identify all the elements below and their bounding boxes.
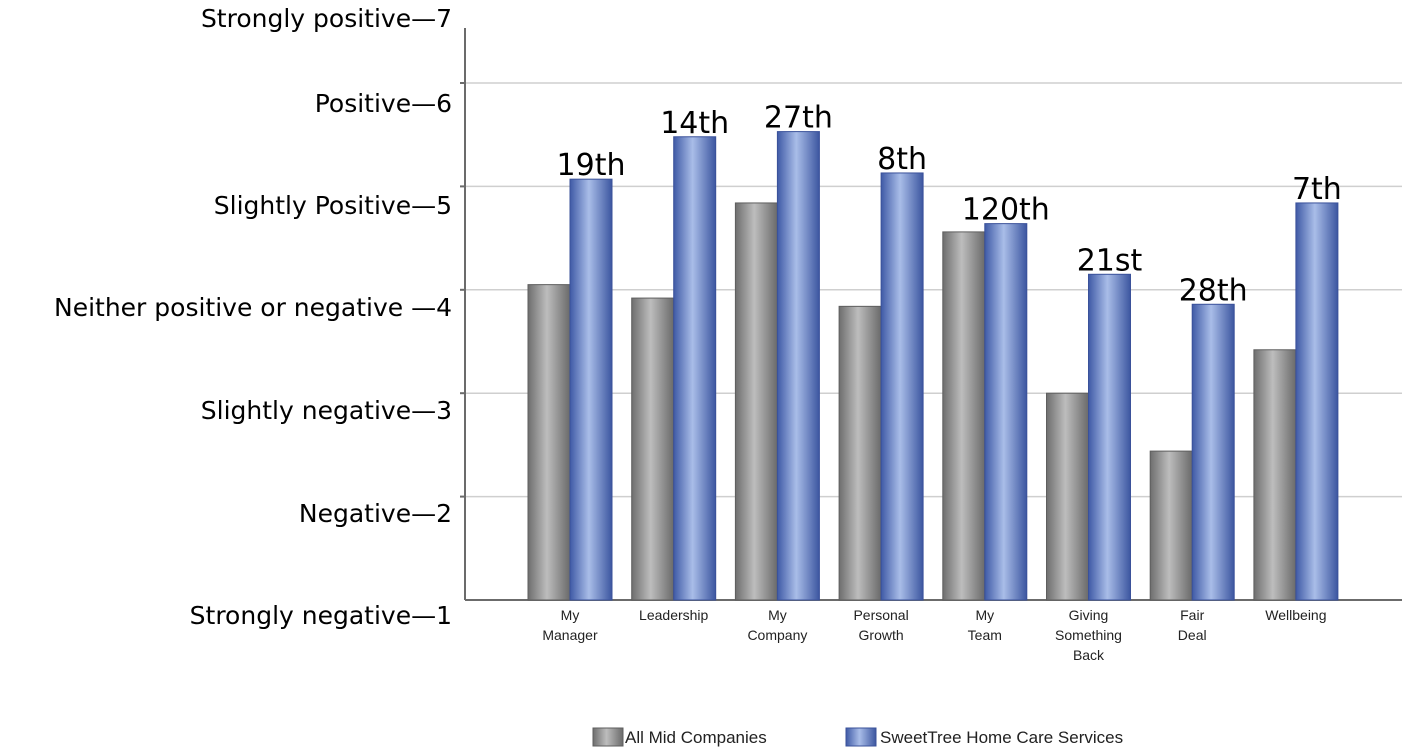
- bar: [569, 178, 613, 601]
- axes: [460, 28, 1402, 601]
- y-tick-label: Negative—2: [299, 499, 452, 528]
- category-labels: My Manager Leadership My Company Personal Grow…: [542, 607, 1326, 663]
- bar: [880, 172, 924, 601]
- y-tick-label: Strongly positive—7: [201, 4, 452, 33]
- category-label: My: [975, 607, 994, 623]
- category-label: Personal: [853, 607, 908, 623]
- rank-label: 7th: [1292, 172, 1342, 207]
- rank-label: 14th: [660, 106, 729, 141]
- bar: [1088, 273, 1131, 601]
- legend: All Mid Companies SweetTree Home Care Ser…: [592, 727, 1123, 747]
- category-label: Something: [1055, 627, 1122, 643]
- y-tick-label: Strongly negative—1: [190, 601, 452, 630]
- y-tick-label: Slightly Positive—5: [214, 191, 452, 220]
- bar: [1149, 450, 1193, 601]
- rank-labels: 19th 14th 27th 8th 120th 21st 28th 7th: [557, 101, 1342, 309]
- bar: [776, 131, 820, 601]
- category-label: Wellbeing: [1265, 607, 1326, 623]
- category-label: My: [561, 607, 580, 623]
- y-axis-tick-labels: Strongly positive—7 Positive—6 Slightly Po…: [54, 4, 452, 630]
- category-label: Company: [747, 627, 807, 643]
- bar: [838, 305, 882, 601]
- y-tick-label: Neither positive or negative —4: [54, 293, 452, 322]
- category-label: Deal: [1178, 627, 1207, 643]
- category-label: Back: [1073, 647, 1105, 663]
- category-label: Growth: [859, 627, 904, 643]
- bars: [527, 131, 1339, 601]
- bar: [734, 202, 778, 601]
- bar: [673, 136, 717, 601]
- rank-label: 120th: [962, 193, 1050, 228]
- category-label: Manager: [542, 627, 598, 643]
- rank-label: 21st: [1077, 243, 1143, 278]
- bar: [1046, 392, 1089, 601]
- gridlines: [465, 82, 1402, 498]
- category-label: Leadership: [639, 607, 708, 623]
- bar: [631, 297, 675, 601]
- category-label: My: [768, 607, 787, 623]
- category-label: Fair: [1180, 607, 1204, 623]
- bar: [942, 231, 986, 601]
- rank-label: 27th: [764, 101, 833, 136]
- category-label: Team: [968, 627, 1002, 643]
- bar: [984, 223, 1028, 601]
- y-tick-label: Slightly negative—3: [201, 396, 452, 425]
- bar: [1253, 349, 1297, 601]
- rank-label: 28th: [1179, 273, 1248, 308]
- legend-label: All Mid Companies: [625, 728, 767, 747]
- legend-swatch: [845, 727, 877, 747]
- bar: [1191, 303, 1235, 601]
- bar: [527, 284, 571, 601]
- category-label: Giving: [1069, 607, 1109, 623]
- y-tick-label: Positive—6: [315, 89, 452, 118]
- legend-swatch: [592, 727, 624, 747]
- rank-label: 8th: [877, 142, 927, 177]
- rank-label: 19th: [557, 148, 626, 183]
- legend-label: SweetTree Home Care Services: [880, 728, 1123, 747]
- bar: [1295, 202, 1339, 601]
